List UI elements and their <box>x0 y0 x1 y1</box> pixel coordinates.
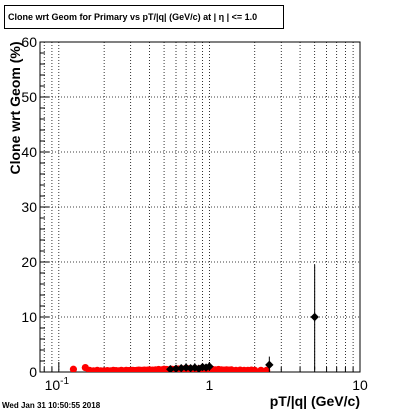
x-axis-label: pT/|q| (GeV/c) <box>270 393 360 409</box>
chart-title: Clone wrt Geom for Primary vs pT/|q| (Ge… <box>4 5 284 29</box>
x-tick-label: 1 <box>206 377 214 393</box>
y-tick-label: 40 <box>21 144 37 160</box>
y-tick-label: 50 <box>21 89 37 105</box>
data-point <box>166 365 175 372</box>
x-tick-label: 10 <box>352 377 368 393</box>
y-tick-label: 0 <box>29 364 37 380</box>
data-point <box>171 364 181 372</box>
y-tick-label: 60 <box>21 34 37 50</box>
data-point <box>69 365 78 372</box>
data-point <box>186 363 195 372</box>
timestamp: Wed Jan 31 10:50:55 2018 <box>2 401 101 410</box>
y-tick-label: 30 <box>21 199 37 215</box>
data-point <box>257 366 265 372</box>
data-point <box>201 363 211 372</box>
data-point <box>194 364 203 372</box>
data-point <box>251 366 259 372</box>
data-point <box>310 312 319 322</box>
data-point <box>177 363 186 372</box>
x-tick-label: 10-1 <box>45 376 70 393</box>
data-markers <box>69 264 319 372</box>
y-tick-label: 10 <box>21 309 37 325</box>
grid-lines <box>40 42 360 372</box>
y-tick-label: 20 <box>21 254 37 270</box>
data-point <box>265 360 274 370</box>
y-axis-label: Clone wrt Geom (%) <box>7 41 23 174</box>
data-point <box>205 362 214 371</box>
